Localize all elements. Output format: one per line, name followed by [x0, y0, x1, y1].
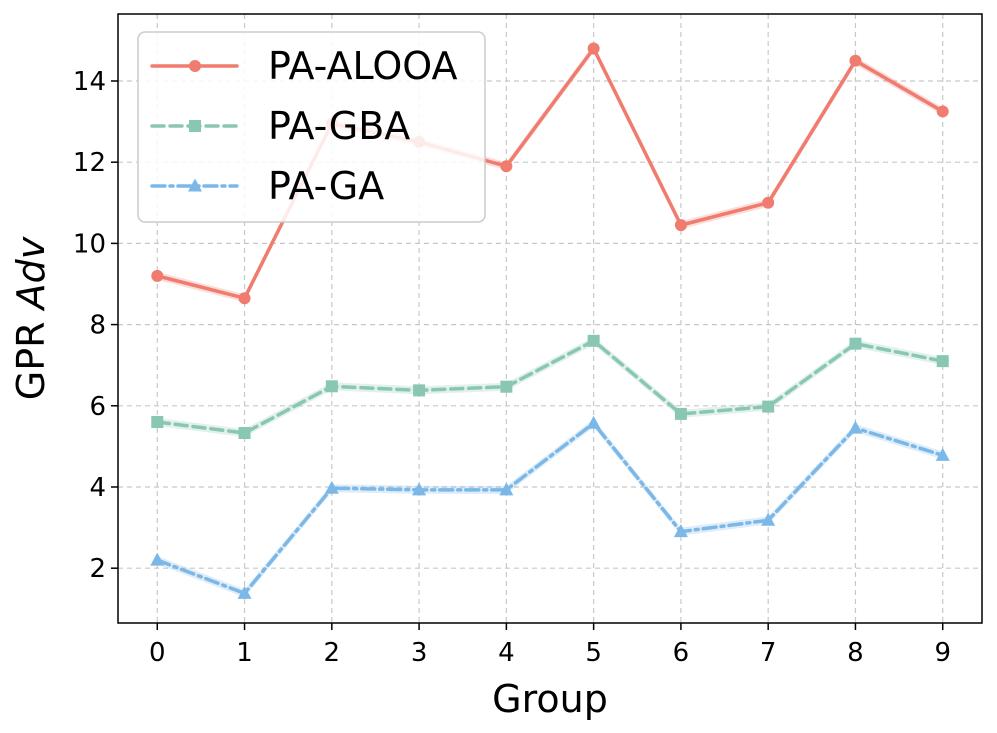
data-point [848, 420, 863, 434]
legend-box [137, 31, 486, 223]
data-point [761, 512, 776, 526]
y-tick-label: 6 [89, 392, 106, 422]
data-point [935, 447, 950, 461]
legend-marker [188, 178, 202, 192]
data-point [412, 482, 427, 496]
data-point [586, 415, 601, 429]
data-point [587, 334, 600, 347]
data-point [324, 480, 339, 494]
x-tick-label: 9 [934, 638, 951, 668]
x-tick-label: 3 [411, 638, 428, 668]
y-tick-label: 2 [89, 554, 106, 584]
x-tick-label: 6 [673, 638, 690, 668]
data-point [150, 552, 165, 566]
x-tick-label: 1 [236, 638, 253, 668]
data-point [936, 355, 949, 368]
y-tick-label: 14 [73, 67, 106, 97]
series-lines [150, 42, 950, 599]
y-axis-label-prefix: GPR [9, 321, 53, 400]
y-tick-label: 10 [73, 229, 106, 259]
x-tick-label: 5 [585, 638, 602, 668]
legend: PA-ALOOA PA-GBA PA-GA [137, 31, 486, 223]
data-point [936, 105, 949, 118]
data-point [674, 219, 687, 232]
series-line [155, 339, 945, 435]
data-point [151, 416, 164, 429]
legend-label: PA-GBA [268, 104, 410, 148]
data-point [325, 380, 338, 393]
data-point [674, 407, 687, 420]
x-tick-label: 0 [149, 638, 166, 668]
x-tick-label: 2 [324, 638, 341, 668]
y-axis-label-italic: Adv [9, 236, 53, 312]
data-point [587, 42, 600, 55]
series-pa-gba [151, 334, 949, 439]
data-point [762, 400, 775, 413]
y-axis-label: GPR Adv [9, 236, 53, 400]
y-tick-label: 12 [73, 148, 106, 178]
data-point [849, 337, 862, 350]
x-tick-label: 8 [847, 638, 864, 668]
legend-label: PA-ALOOA [268, 44, 457, 88]
legend-marker [189, 60, 201, 72]
data-point [500, 160, 513, 173]
data-point [238, 292, 251, 305]
x-axis-label: Group [492, 677, 608, 721]
data-point [849, 54, 862, 67]
plot-area-frame [117, 13, 983, 624]
data-point [238, 426, 251, 439]
confidence-band [157, 419, 943, 598]
data-point [762, 196, 775, 209]
legend-label: PA-GA [268, 164, 384, 208]
data-point [500, 380, 513, 393]
series-pa-ga [150, 415, 950, 599]
y-tick-label: 8 [89, 311, 106, 341]
data-point [413, 384, 426, 397]
x-tick-label: 4 [498, 638, 515, 668]
y-tick-label: 4 [89, 473, 106, 503]
x-tick-label: 7 [760, 638, 777, 668]
data-point [151, 269, 164, 282]
series-line [155, 421, 945, 596]
confidence-band [157, 336, 943, 437]
data-point [673, 524, 688, 538]
legend-marker [189, 120, 201, 132]
data-point [237, 585, 252, 599]
data-point [499, 482, 514, 496]
